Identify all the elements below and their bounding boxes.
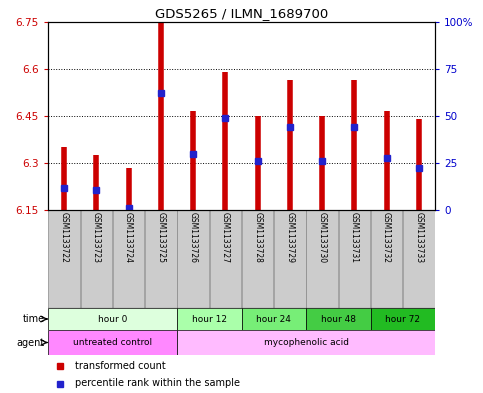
Bar: [145, 210, 177, 308]
Bar: [242, 308, 306, 330]
Text: hour 72: hour 72: [385, 314, 420, 323]
Text: GSM1133726: GSM1133726: [189, 212, 198, 263]
Text: GSM1133725: GSM1133725: [156, 212, 165, 263]
Text: GSM1133723: GSM1133723: [92, 212, 101, 263]
Bar: [177, 330, 435, 355]
Bar: [48, 210, 80, 308]
Bar: [177, 308, 242, 330]
Text: hour 24: hour 24: [256, 314, 291, 323]
Bar: [177, 210, 209, 308]
Bar: [371, 210, 402, 308]
Bar: [48, 308, 177, 330]
Text: GSM1133727: GSM1133727: [221, 212, 230, 263]
Text: GDS5265 / ILMN_1689700: GDS5265 / ILMN_1689700: [155, 7, 328, 20]
Bar: [210, 210, 241, 308]
Text: hour 0: hour 0: [98, 314, 127, 323]
Text: GSM1133731: GSM1133731: [350, 212, 359, 263]
Text: GSM1133722: GSM1133722: [59, 212, 69, 263]
Bar: [81, 210, 112, 308]
Bar: [242, 210, 273, 308]
Text: mycophenolic acid: mycophenolic acid: [264, 338, 349, 347]
Text: percentile rank within the sample: percentile rank within the sample: [75, 378, 240, 389]
Text: GSM1133724: GSM1133724: [124, 212, 133, 263]
Text: GSM1133733: GSM1133733: [414, 212, 424, 263]
Text: untreated control: untreated control: [73, 338, 152, 347]
Text: hour 12: hour 12: [192, 314, 227, 323]
Text: time: time: [23, 314, 45, 324]
Text: GSM1133728: GSM1133728: [253, 212, 262, 263]
Bar: [306, 210, 338, 308]
Text: transformed count: transformed count: [75, 361, 166, 371]
Text: agent: agent: [17, 338, 45, 347]
Bar: [339, 210, 370, 308]
Bar: [306, 308, 370, 330]
Text: GSM1133729: GSM1133729: [285, 212, 294, 263]
Bar: [403, 210, 435, 308]
Text: GSM1133732: GSM1133732: [382, 212, 391, 263]
Bar: [274, 210, 306, 308]
Bar: [370, 308, 435, 330]
Text: GSM1133730: GSM1133730: [318, 212, 327, 263]
Text: hour 48: hour 48: [321, 314, 356, 323]
Bar: [48, 330, 177, 355]
Bar: [113, 210, 144, 308]
